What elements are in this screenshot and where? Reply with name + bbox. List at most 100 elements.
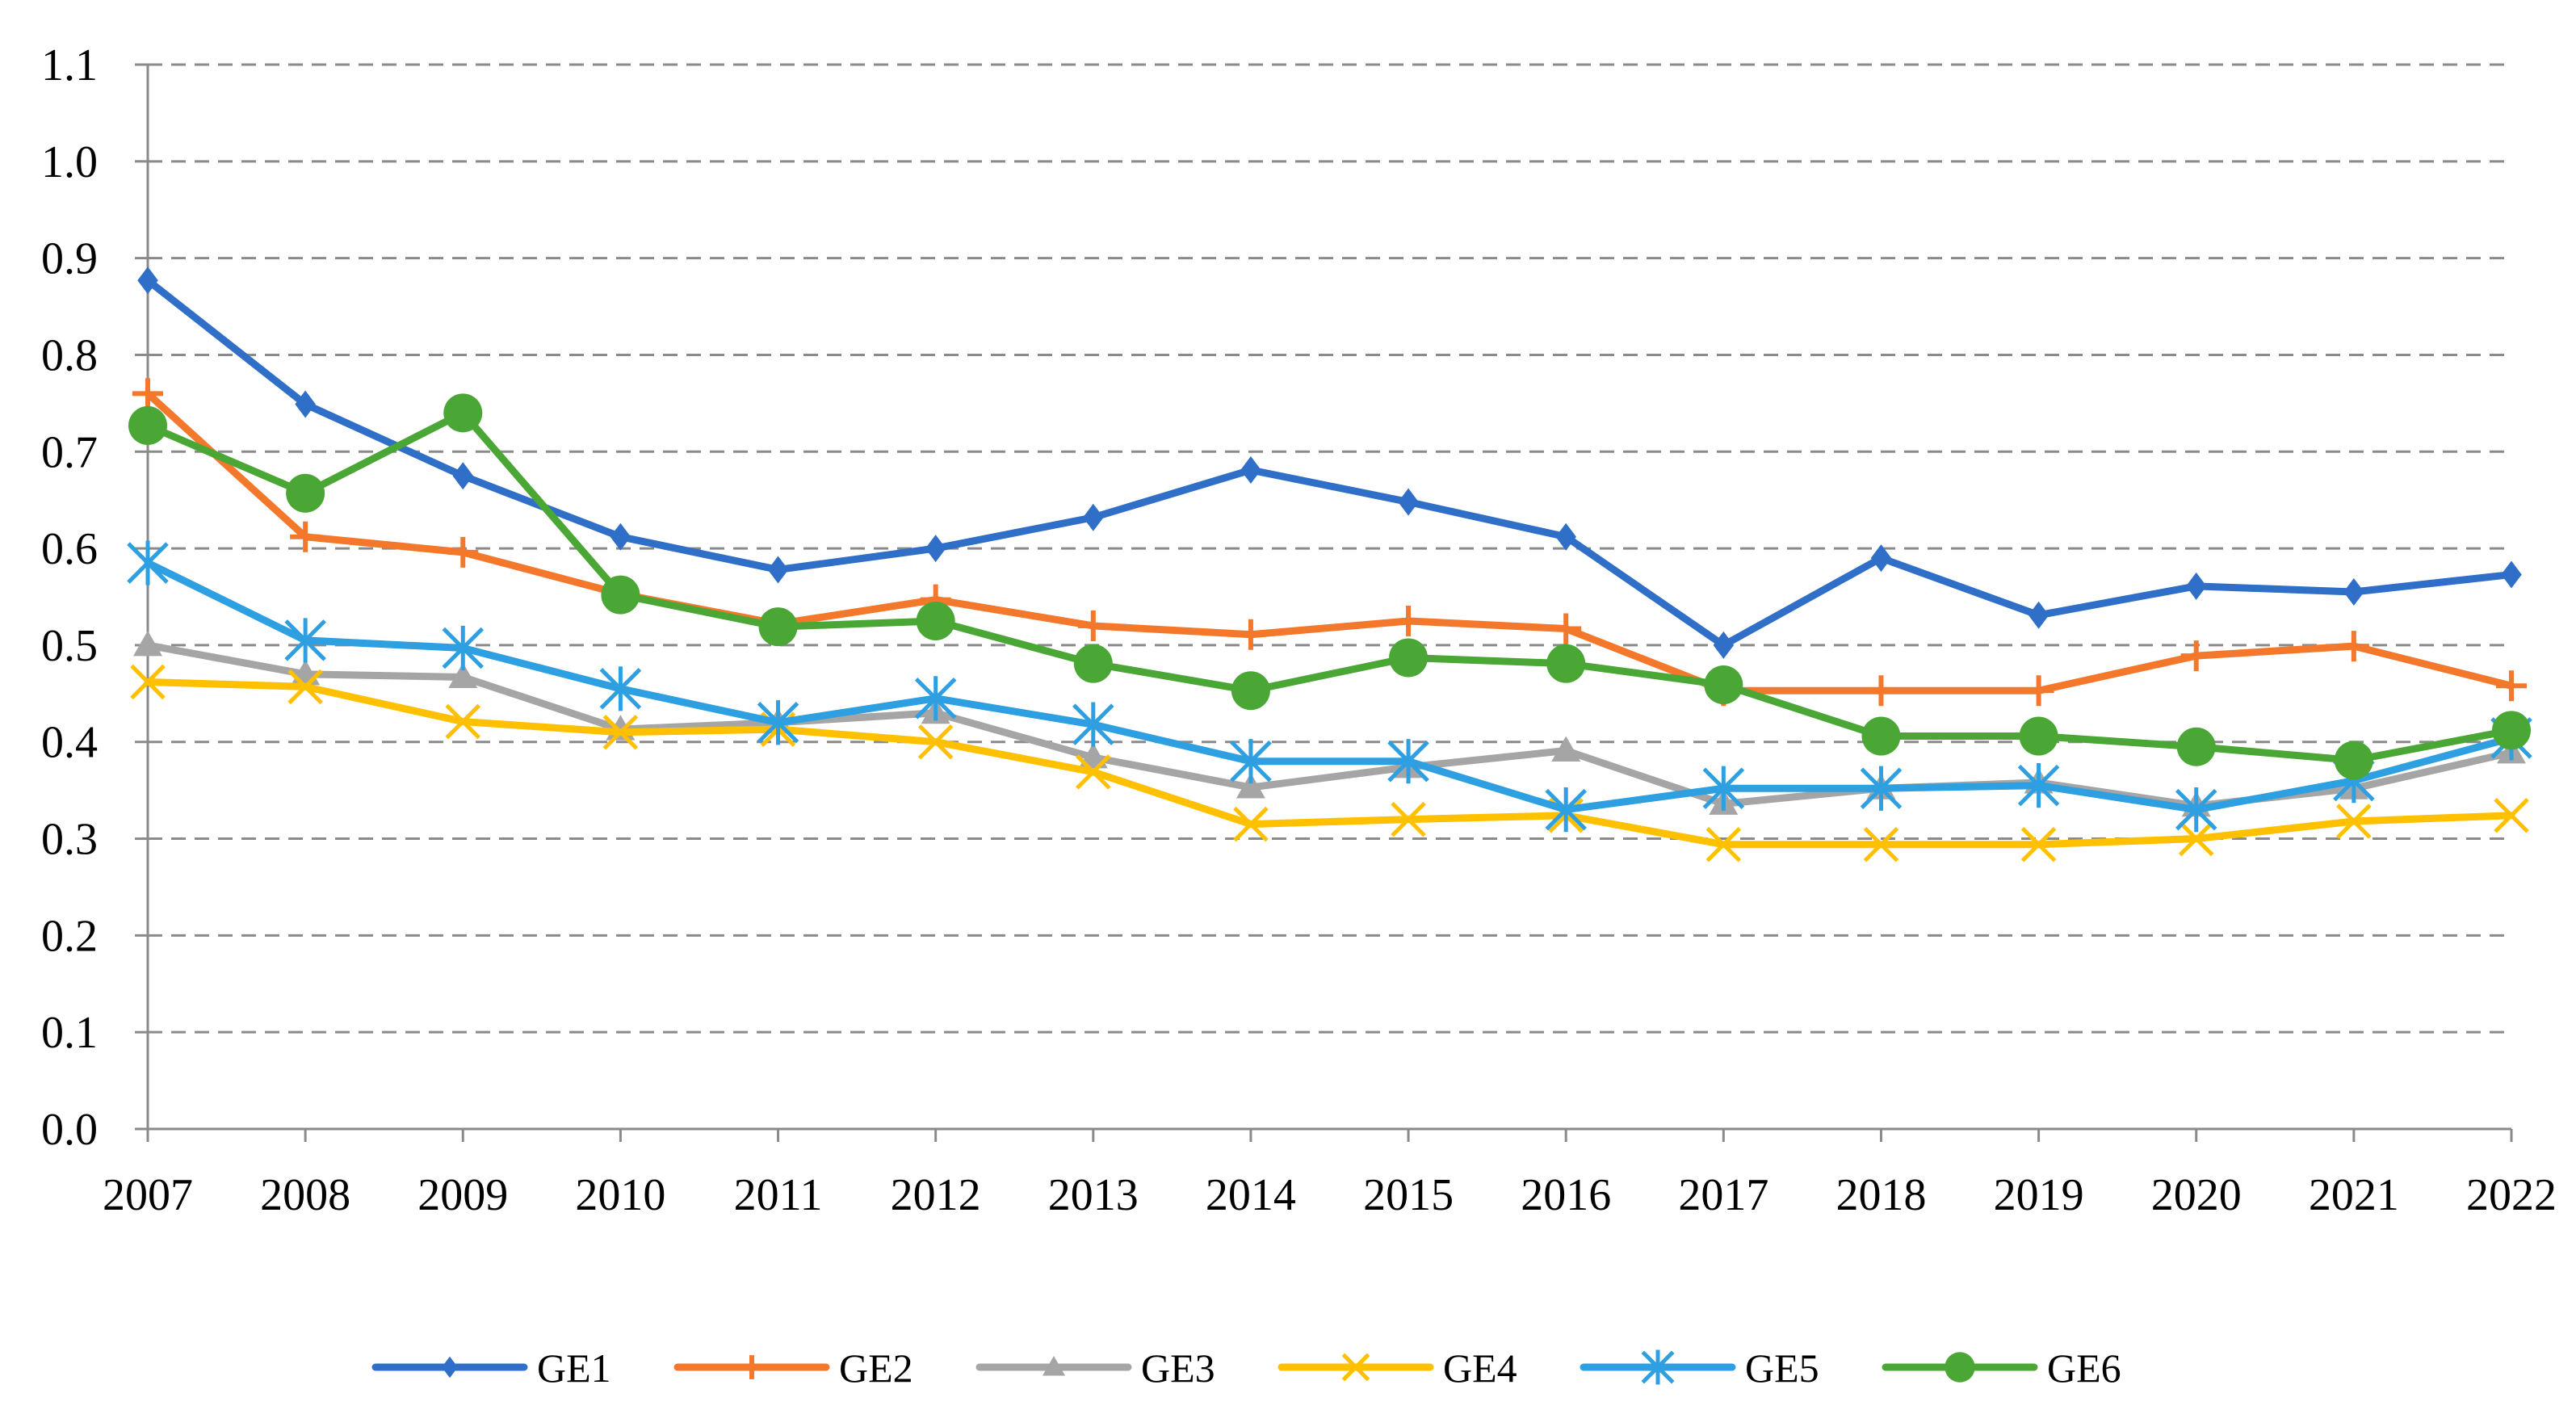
data-point [133,630,162,657]
diamond-marker [925,535,946,563]
series-ge6 [128,393,2531,780]
data-point [295,390,316,418]
diamond-marker [137,266,158,295]
y-tick-label: 0.7 [41,427,98,477]
circle-marker [1231,671,1270,711]
x-marker [1391,801,1426,837]
asterisk-marker [1072,702,1114,747]
legend-item-ge6: GE6 [1882,1345,2121,1391]
plus-marker [1865,675,1897,707]
data-point [1235,619,1266,650]
y-tick-label: 0.8 [41,330,98,380]
y-tick-label: 0.9 [41,234,98,284]
x-tick-label: 2007 [103,1170,193,1220]
data-point [1551,736,1581,762]
circle-marker [286,473,325,513]
data-point [1083,503,1104,531]
data-point [610,522,631,551]
circle-marker [2176,727,2216,766]
asterisk-marker [2017,763,2060,808]
x-tick-label: 2015 [1363,1170,1454,1220]
circle-marker [1945,1352,1975,1383]
triangle-marker [1551,736,1581,762]
data-point [1705,826,1742,862]
data-point [1240,456,1261,485]
data-point [1231,671,1270,711]
x-tick-label: 2012 [891,1170,981,1220]
series-ge4 [130,664,2529,862]
circle-marker [128,405,167,445]
data-point [1713,631,1735,659]
y-tick-label: 0.1 [41,1008,98,1058]
data-point [1863,826,1899,862]
data-point [1389,638,1429,678]
plus-marker [1235,619,1266,650]
circle-marker [1073,644,1113,683]
data-point [2028,601,2049,629]
circle-marker [1389,638,1429,678]
data-point [2492,711,2531,750]
data-point [128,405,167,445]
data-point [1042,1355,1066,1376]
asterisk-marker [757,700,799,745]
plus-marker [740,1355,764,1379]
data-point [2501,560,2522,589]
legend: GE1 GE2 GE3 GE4 GE5 GE6 [371,1345,2121,1391]
data-point [452,462,474,490]
data-point [132,378,163,409]
diamond-marker [1713,631,1735,659]
x-marker [2020,826,2057,862]
data-point [1236,773,1265,799]
y-tick-label: 0.4 [41,718,98,768]
circle-marker [2492,711,2531,750]
triangle-marker [1042,1355,1066,1376]
asterisk-marker [1641,1349,1675,1385]
asterisk-marker [1702,766,1745,811]
data-point [290,521,321,552]
data-point [2185,572,2207,600]
triangle-marker [448,662,478,688]
x-tick-label: 2020 [2151,1170,2242,1220]
legend-label: GE1 [537,1345,611,1391]
y-tick-label: 0.6 [41,524,98,574]
circle-marker [2334,741,2373,780]
data-point [2178,820,2214,857]
data-point [916,601,955,640]
data-point [1555,522,1576,551]
data-point [1341,1353,1370,1382]
data-point [2020,826,2057,862]
diamond-marker [610,522,631,551]
legend-item-ge1: GE1 [371,1345,611,1391]
diamond-marker [2343,578,2364,606]
diamond-marker [2185,572,2207,600]
data-point [1073,644,1113,683]
circle-marker [601,575,640,615]
legend-item-ge3: GE3 [975,1345,1215,1391]
x-tick-label: 2011 [734,1170,823,1220]
x-marker [2494,798,2529,833]
legend-label: GE3 [1141,1345,1215,1391]
data-point [1230,739,1272,784]
plus-marker [447,536,479,568]
data-point [2180,640,2212,672]
data-point [1550,613,1582,644]
plus-marker [290,521,321,552]
data-point [925,535,946,563]
data-point [914,676,957,721]
x-tick-label: 2010 [575,1170,665,1220]
diamond-marker [442,1356,458,1379]
y-tick-label: 0.2 [41,911,98,961]
data-point [1398,488,1419,516]
x-tick-label: 2016 [1521,1170,1611,1220]
diamond-marker [1870,544,1892,573]
circle-marker [916,601,955,640]
data-point [1077,610,1109,641]
x-marker [917,724,954,760]
data-point [2338,631,2369,662]
triangle-marker [133,630,162,657]
data-point [1945,1352,1975,1383]
data-point [1072,702,1114,747]
data-point [740,1355,764,1379]
asterisk-marker [1387,739,1429,784]
asterisk-marker [442,625,485,671]
